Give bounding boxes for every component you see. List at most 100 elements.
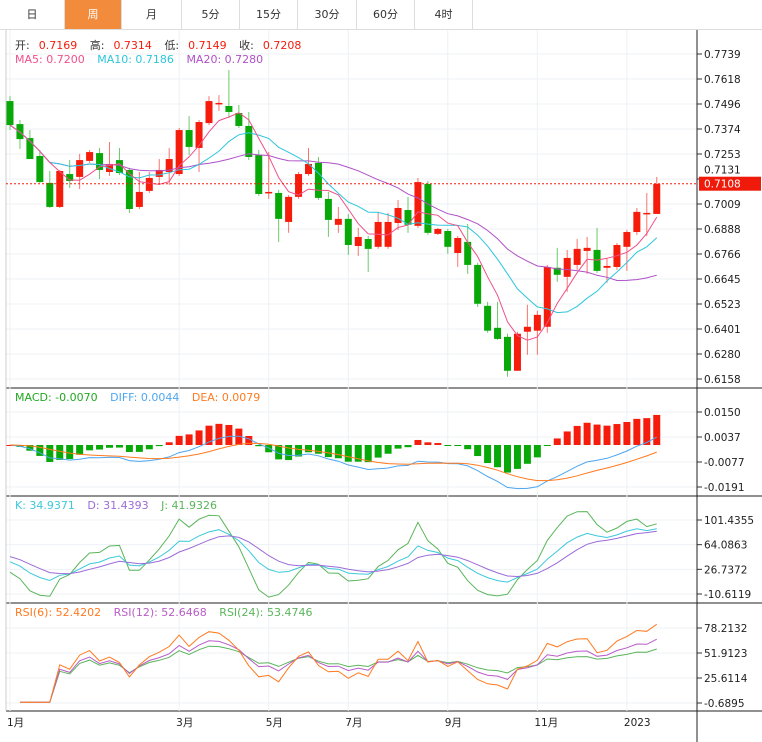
candle (543, 264, 551, 333)
macd-bar (603, 425, 611, 445)
candle-body (643, 212, 651, 215)
macd-bar (205, 425, 213, 445)
candle (334, 206, 342, 233)
candle (633, 207, 641, 235)
macd-bar (454, 444, 462, 446)
candle-body (265, 191, 273, 194)
ma-legend: MA5: 0.7200 MA10: 0.7186 MA20: 0.7280 (15, 53, 272, 66)
price-tick-label: 0.6523 (704, 299, 741, 311)
macd-bar (215, 423, 223, 445)
candle (76, 153, 84, 190)
candle (464, 224, 472, 274)
candle (583, 236, 591, 274)
candle-body (504, 336, 511, 371)
candle-body (205, 101, 213, 124)
candle-body (474, 264, 482, 304)
k-line (9, 528, 657, 583)
kdj-tick-label: -10.6119 (704, 589, 751, 601)
candle-body (255, 154, 263, 194)
candle-body (354, 236, 362, 246)
tab-30min[interactable]: 30分 (298, 0, 357, 29)
candle (46, 170, 54, 208)
candle (434, 227, 442, 235)
candle (424, 181, 432, 235)
macd-bar (583, 422, 591, 445)
macd-bar (265, 444, 273, 453)
candle-body (653, 183, 661, 214)
candle-body (344, 218, 352, 245)
candle (344, 213, 352, 255)
tab-4hour[interactable]: 4时 (415, 0, 473, 29)
candle-body (444, 230, 452, 247)
macd-bar (334, 444, 342, 459)
price-tick-label: 0.6158 (704, 374, 741, 386)
candle-body (96, 153, 104, 170)
macd-bar (314, 444, 322, 454)
candle (374, 211, 382, 249)
candle (504, 333, 511, 377)
candle-body (434, 228, 442, 234)
candle (96, 147, 104, 179)
macd-tick-label: 0.0037 (704, 432, 741, 444)
macd-bar (46, 444, 54, 462)
candle-body (633, 211, 641, 233)
rsi6-value: RSI(6): 52.4202 (15, 606, 102, 619)
tab-60min[interactable]: 60分 (357, 0, 415, 29)
tab-15min[interactable]: 15分 (240, 0, 298, 29)
candle-body (86, 152, 94, 161)
macd-bar (504, 444, 511, 473)
macd-bar (225, 424, 233, 445)
candle-body (46, 182, 54, 207)
dea-line (9, 442, 657, 482)
macd-bar (76, 444, 84, 455)
rsi6-line (19, 623, 658, 703)
candle-body (553, 267, 561, 275)
tab-month[interactable]: 月 (122, 0, 182, 29)
candle (6, 96, 14, 131)
candle-body (533, 314, 541, 331)
kdj-tick-label: 101.4355 (704, 515, 754, 527)
candle (484, 301, 492, 333)
x-tick-label: 7月 (345, 717, 362, 729)
candle (533, 310, 541, 355)
rsi12-value: RSI(12): 52.6468 (113, 606, 207, 619)
rsi-tick-label: 25.6114 (704, 673, 748, 685)
candle (384, 212, 392, 249)
macd-bar (633, 418, 641, 445)
macd-bar (404, 444, 412, 448)
candle-body (334, 218, 342, 225)
macd-bar (285, 444, 293, 461)
period-tabs: 日 周 月 5分 15分 30分 60分 4时 (0, 0, 762, 30)
candle (285, 195, 293, 233)
candle (36, 149, 44, 183)
j-value: J: 41.9326 (161, 499, 218, 512)
candle-body (603, 265, 611, 268)
price-tick-label: 0.7496 (704, 99, 741, 111)
candle (643, 192, 651, 236)
low-value: 0.7149 (188, 39, 227, 52)
macd-bar (414, 439, 422, 445)
macd-bar (533, 444, 541, 458)
candle (354, 227, 362, 256)
open-label: 开: (15, 39, 30, 52)
macd-bar (145, 444, 153, 450)
macd-bar (245, 436, 253, 445)
candle (414, 177, 422, 228)
ma5-value: MA5: 0.7200 (15, 53, 85, 66)
tab-week[interactable]: 周 (65, 0, 122, 29)
candle-body (314, 162, 322, 198)
tab-day[interactable]: 日 (0, 0, 65, 29)
tab-5min[interactable]: 5分 (182, 0, 240, 29)
candle-body (464, 241, 472, 265)
macd-bar (643, 418, 651, 445)
candle (364, 235, 372, 272)
candle (235, 104, 243, 129)
macd-bar (374, 444, 382, 458)
macd-tick-label: 0.0150 (704, 407, 741, 419)
current-price-marker (699, 176, 761, 191)
candle (106, 141, 113, 176)
x-tick-label: 11月 (534, 717, 558, 729)
open-value: 0.7169 (38, 39, 78, 52)
candle-body (135, 191, 143, 207)
